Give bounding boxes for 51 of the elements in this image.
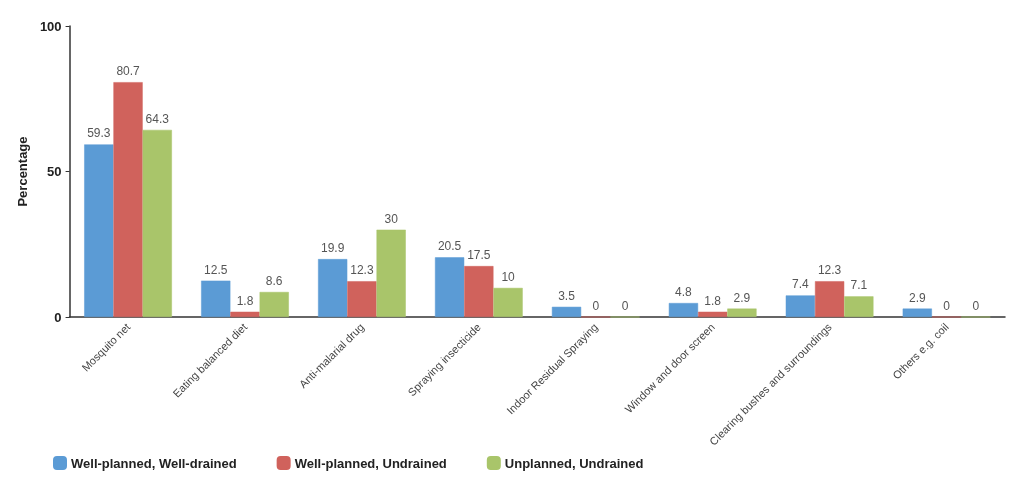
bar [785,295,815,317]
bar [551,306,582,317]
data-label: 12.5 [204,262,228,277]
y-tick-label: 0 [54,309,62,325]
y-axis-title: Percentage [15,136,30,207]
data-label: 17.5 [467,248,491,263]
data-label: 80.7 [116,64,141,79]
bar [493,287,523,317]
legend-label: Well-planned, Undrained [294,455,447,471]
data-label: 20.5 [437,239,462,254]
data-label: 0 [943,298,951,313]
data-label: 1.8 [704,293,722,308]
legend-label: Well-planned, Well-drained [71,455,237,471]
data-label: 0 [621,298,629,313]
data-label: 10 [501,269,516,284]
bar [668,303,699,317]
data-label: 8.6 [265,273,283,288]
data-label: 7.1 [850,278,868,293]
data-label: 12.3 [817,263,842,278]
bar [201,280,231,317]
y-tick-label: 100 [39,18,62,34]
bar [434,257,465,317]
data-label: 1.8 [236,293,254,308]
bar [727,308,757,317]
bar [113,82,143,317]
data-label: 59.3 [87,126,111,141]
data-label: 2.9 [908,290,926,305]
data-label: 30 [384,211,399,226]
data-label: 19.9 [320,241,345,256]
data-label: 3.5 [558,288,576,303]
bar [902,308,932,317]
bar [84,144,114,317]
bar [259,291,289,317]
bar [376,229,406,317]
bar [142,129,172,317]
data-label: 64.3 [145,111,170,126]
data-label: 4.8 [675,285,693,300]
data-label: 0 [972,298,980,313]
bar [347,281,377,317]
bar [698,311,728,317]
bar [230,311,260,317]
bar [844,296,874,317]
data-label: 0 [592,298,600,313]
bar [464,266,494,317]
bar [814,281,845,317]
bar [318,259,348,317]
data-label: 2.9 [733,290,751,305]
legend-label: Unplanned, Undrained [504,455,644,471]
y-tick-label: 50 [47,164,62,179]
data-label: 7.4 [792,277,810,292]
data-label: 12.3 [350,263,374,278]
